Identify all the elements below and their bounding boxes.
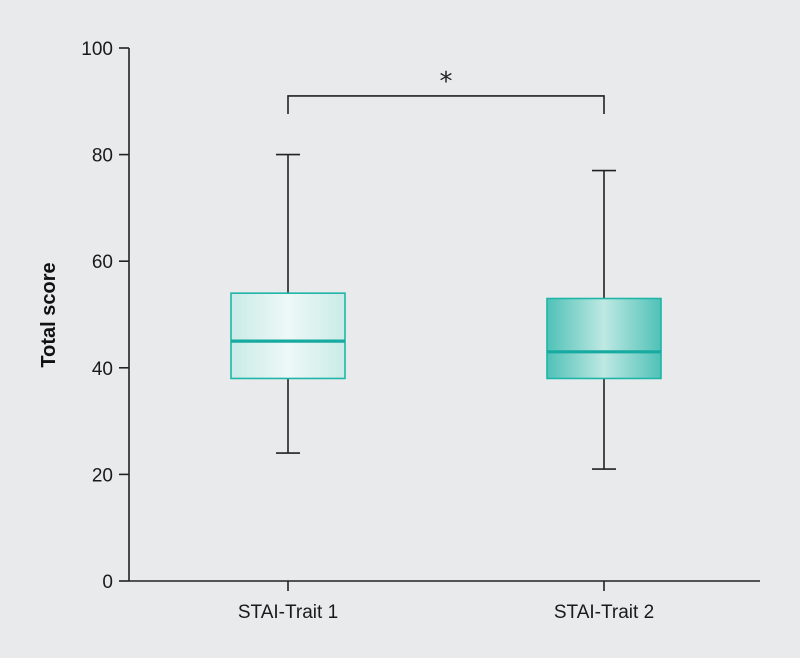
x-tick-label: STAI-Trait 2 <box>554 602 654 623</box>
y-tick-label: 20 <box>92 465 113 486</box>
y-tick-label: 60 <box>92 252 113 273</box>
box-2 <box>546 297 662 380</box>
y-axis-title: Total score <box>38 262 60 367</box>
significance-bracket <box>287 95 605 114</box>
y-tick-label: 0 <box>102 572 113 593</box>
y-tick-label: 80 <box>92 146 113 167</box>
box-1 <box>230 292 346 380</box>
x-tick-label: STAI-Trait 1 <box>238 602 338 623</box>
y-tick-label: 100 <box>81 39 113 60</box>
plot-area: 0 20 40 60 80 100 STAI-Trait 1 STAI-Trait 2 * <box>81 39 760 623</box>
significance-label: * <box>440 67 453 97</box>
y-tick-label: 40 <box>92 359 113 380</box>
